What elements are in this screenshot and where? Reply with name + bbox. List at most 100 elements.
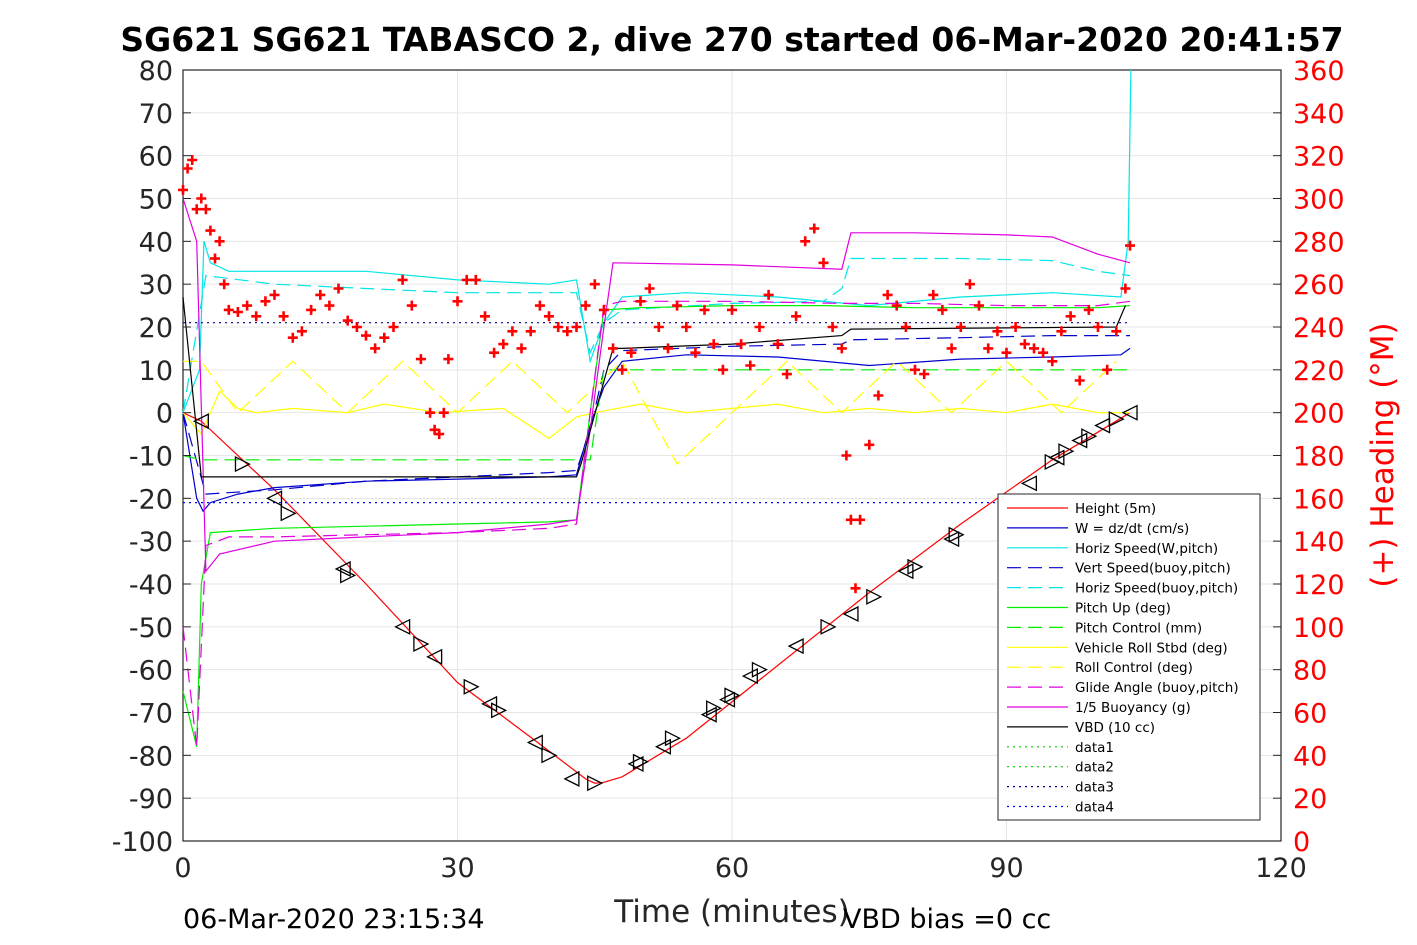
turn-marker bbox=[866, 588, 883, 605]
series-line-7 bbox=[182, 390, 1130, 440]
heading-point bbox=[745, 360, 756, 371]
turn-marker bbox=[1058, 443, 1075, 460]
turn-marker bbox=[751, 661, 768, 678]
y-right-tick-label: 100 bbox=[1293, 613, 1345, 644]
heading-point bbox=[1120, 283, 1131, 294]
turn-marker bbox=[718, 691, 736, 708]
heading-point bbox=[900, 322, 911, 332]
heading-point bbox=[342, 315, 353, 326]
y-tick-label: 30 bbox=[139, 270, 173, 301]
heading-point bbox=[242, 300, 253, 311]
y-tick-label: -30 bbox=[129, 527, 173, 558]
heading-point bbox=[781, 369, 792, 380]
legend-entry: Horiz Speed(W,pitch) bbox=[1075, 541, 1218, 557]
turn-marker bbox=[1020, 475, 1038, 492]
heading-point bbox=[910, 364, 920, 375]
turn-marker bbox=[842, 605, 859, 623]
heading-point bbox=[397, 274, 408, 285]
series-line-3 bbox=[182, 335, 1130, 495]
heading-point bbox=[223, 304, 234, 315]
turn-marker bbox=[724, 687, 741, 704]
legend: Height (5m) W = dz/dt (cm/s) Horiz Speed(W… bbox=[997, 493, 1261, 821]
heading-point bbox=[434, 429, 445, 440]
y-right-tick-label: 300 bbox=[1293, 185, 1345, 216]
turn-marker-layer bbox=[192, 404, 1138, 792]
turn-marker bbox=[413, 635, 430, 653]
heading-point bbox=[690, 347, 701, 358]
heading-point bbox=[296, 326, 307, 337]
heading-point bbox=[370, 343, 381, 354]
turn-marker bbox=[234, 456, 251, 473]
turn-marker bbox=[820, 618, 837, 635]
heading-point bbox=[351, 322, 362, 332]
y-right-tick-label: 260 bbox=[1293, 270, 1345, 301]
heading-point bbox=[635, 296, 646, 307]
series-line-0 bbox=[182, 412, 1131, 784]
turn-marker bbox=[787, 638, 804, 655]
turn-marker bbox=[491, 702, 508, 719]
heading-point bbox=[983, 343, 994, 354]
heading-point bbox=[864, 439, 875, 450]
heading-point bbox=[736, 339, 747, 350]
heading-point bbox=[388, 322, 399, 332]
heading-point bbox=[571, 322, 582, 332]
heading-point bbox=[489, 347, 500, 358]
heading-point bbox=[480, 311, 490, 322]
heading-point bbox=[315, 289, 326, 300]
x-tick-label: 60 bbox=[715, 853, 749, 884]
heading-point bbox=[1065, 311, 1076, 322]
series-line-11 bbox=[182, 296, 1126, 478]
heading-point bbox=[406, 300, 417, 311]
series-line-5 bbox=[182, 305, 1131, 747]
turn-marker bbox=[541, 747, 558, 764]
heading-point bbox=[955, 322, 966, 332]
heading-point bbox=[855, 514, 866, 525]
heading-point bbox=[1111, 326, 1122, 337]
y-right-tick-label: 80 bbox=[1293, 656, 1327, 687]
legend-entry: data3 bbox=[1075, 780, 1114, 796]
heading-point bbox=[219, 279, 230, 290]
heading-point bbox=[553, 322, 564, 332]
heading-point bbox=[251, 311, 262, 322]
y-tick-label: 80 bbox=[139, 56, 173, 87]
turn-marker bbox=[907, 558, 924, 575]
y-tick-label: 50 bbox=[139, 185, 173, 216]
heading-point bbox=[964, 279, 975, 290]
heading-point bbox=[891, 300, 902, 311]
y-right-tick-label: 340 bbox=[1293, 99, 1345, 130]
series-line-10 bbox=[182, 198, 1131, 573]
y-right-tick-label: 40 bbox=[1293, 741, 1327, 772]
y-tick-label: -60 bbox=[129, 656, 173, 687]
heading-point bbox=[470, 274, 481, 285]
heading-point bbox=[608, 343, 618, 354]
heading-point bbox=[525, 326, 536, 337]
heading-point bbox=[617, 364, 628, 375]
y-right-tick-label: 360 bbox=[1293, 56, 1345, 87]
heading-point bbox=[1125, 240, 1135, 251]
y-right-tick-label: 200 bbox=[1293, 399, 1345, 430]
turn-marker bbox=[1094, 417, 1111, 434]
heading-point bbox=[461, 274, 472, 285]
y-tick-label: -90 bbox=[129, 784, 173, 815]
heading-point bbox=[800, 236, 811, 247]
heading-point bbox=[205, 225, 216, 236]
x-axis-label: Time (minutes) bbox=[613, 894, 849, 930]
heading-point bbox=[278, 311, 289, 322]
heading-point bbox=[850, 583, 861, 594]
turn-marker bbox=[741, 668, 758, 685]
heading-point bbox=[1083, 304, 1094, 315]
heading-point bbox=[699, 304, 710, 315]
heading-point bbox=[200, 204, 211, 215]
y-right-tick-label: 60 bbox=[1293, 699, 1327, 730]
heading-point bbox=[937, 304, 948, 315]
series-line-4 bbox=[182, 257, 1131, 413]
y-tick-label: 20 bbox=[139, 313, 173, 344]
heading-point bbox=[182, 163, 193, 174]
heading-point bbox=[534, 300, 545, 311]
heading-point bbox=[415, 354, 426, 365]
y-right-tick-label: 20 bbox=[1293, 784, 1327, 815]
heading-point bbox=[681, 322, 692, 332]
heading-point bbox=[717, 364, 728, 375]
heading-point bbox=[562, 326, 573, 337]
legend-entry: Height (5m) bbox=[1075, 501, 1156, 517]
